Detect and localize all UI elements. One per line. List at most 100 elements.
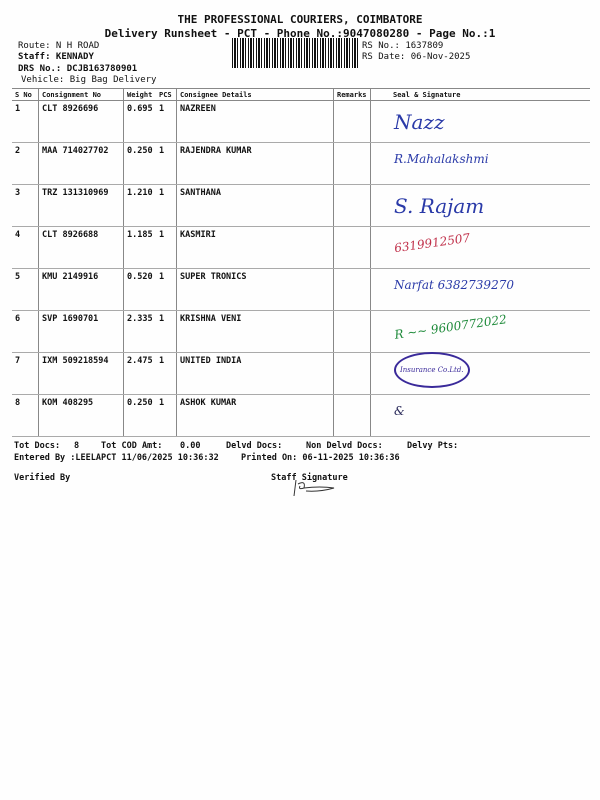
staff-signature: [293, 479, 335, 497]
consignee: NAZREEN: [176, 100, 334, 143]
table-row: 7 IXM 509218594 2.475 1 UNITED INDIA Insuranc…: [12, 352, 590, 395]
table-row: 3 TRZ 131310969 1.210 1 SANTHANA S. Rajam: [12, 184, 590, 227]
consignment-table: S No Consignment No Weight PCS Consignee…: [12, 88, 590, 437]
handwritten-signature: Narfat 6382739270: [394, 278, 514, 292]
tot-docs: 8: [74, 441, 80, 451]
weight: 0.250: [123, 394, 156, 437]
weight: 2.475: [123, 352, 156, 395]
weight: 2.335: [123, 310, 156, 353]
sno: 2: [12, 142, 39, 185]
remarks: [333, 352, 371, 395]
pcs: 1: [156, 142, 177, 185]
consignee: RAJENDRA KUMAR: [176, 142, 334, 185]
col-sno: S No: [12, 88, 39, 101]
seal-signature: S. Rajam: [370, 184, 590, 227]
remarks: [333, 184, 371, 227]
seal-signature: R.Mahalakshmi: [370, 142, 590, 185]
remarks: [333, 226, 371, 269]
handwritten-signature: S. Rajam: [394, 194, 485, 218]
pcs: 1: [156, 100, 177, 143]
weight: 0.250: [123, 142, 156, 185]
rs-no: RS No.: 1637809: [362, 41, 444, 51]
weight: 0.695: [123, 100, 156, 143]
consignment-no: SVP 1690701: [38, 310, 124, 353]
consignment-no: KMU 2149916: [38, 268, 124, 311]
handwritten-signature: &: [394, 404, 405, 418]
consignee: SANTHANA: [176, 184, 334, 227]
col-seal-signature: Seal & Signature: [370, 88, 590, 101]
table-row: 1 CLT 8926696 0.695 1 NAZREEN Nazz: [12, 100, 590, 143]
non-delvd-docs: Non Delvd Docs:: [306, 441, 383, 451]
remarks: [333, 100, 371, 143]
handwritten-signature: R ~~ 9600772022: [393, 312, 508, 342]
col-consignee: Consignee Details: [176, 88, 334, 101]
consignment-no: CLT 8926688: [38, 226, 124, 269]
handwritten-signature: 6319912507: [393, 230, 471, 256]
sno: 8: [12, 394, 39, 437]
sno: 1: [12, 100, 39, 143]
pcs: 1: [156, 352, 177, 395]
tot-docs-label: Tot Docs:: [14, 441, 61, 451]
remarks: [333, 394, 371, 437]
delvy-pts: Delvy Pts:: [407, 441, 459, 451]
consignee: KRISHNA VENI: [176, 310, 334, 353]
consignee: ASHOK KUMAR: [176, 394, 334, 437]
remarks: [333, 268, 371, 311]
seal-signature: Narfat 6382739270: [370, 268, 590, 311]
col-pcs: PCS: [156, 88, 177, 101]
table-row: 8 KOM 408295 0.250 1 ASHOK KUMAR &: [12, 394, 590, 437]
vehicle: Vehicle: Big Bag Delivery: [21, 75, 157, 85]
consignment-no: IXM 509218594: [38, 352, 124, 395]
sno: 7: [12, 352, 39, 395]
consignment-no: TRZ 131310969: [38, 184, 124, 227]
weight: 0.520: [123, 268, 156, 311]
col-weight: Weight: [123, 88, 156, 101]
consignee: KASMIRI: [176, 226, 334, 269]
rs-date: RS Date: 06-Nov-2025: [362, 52, 471, 62]
weight: 1.210: [123, 184, 156, 227]
pcs: 1: [156, 394, 177, 437]
runsheet-title: Delivery Runsheet - PCT - Phone No.:9047…: [104, 27, 496, 40]
seal-signature: Insurance Co.Ltd.: [370, 352, 590, 395]
handwritten-signature: Insurance Co.Ltd.: [394, 352, 470, 388]
drs-no: DRS No.: DCJB163780901: [18, 64, 138, 74]
consignee: UNITED INDIA: [176, 352, 334, 395]
sno: 4: [12, 226, 39, 269]
staff-signature-label: Staff Signature: [271, 473, 348, 483]
consignment-no: CLT 8926696: [38, 100, 124, 143]
handwritten-signature: R.Mahalakshmi: [394, 152, 489, 166]
sno: 5: [12, 268, 39, 311]
remarks: [333, 310, 371, 353]
pcs: 1: [156, 226, 177, 269]
pcs: 1: [156, 268, 177, 311]
table-row: 4 CLT 8926688 1.185 1 KASMIRI 6319912507: [12, 226, 590, 269]
consignment-no: KOM 408295: [38, 394, 124, 437]
barcode: [232, 38, 360, 68]
route: Route: N H ROAD: [18, 41, 100, 51]
printed-on: Printed On: 06-11-2025 10:36:36: [241, 453, 400, 463]
cod-label: Tot COD Amt:: [101, 441, 163, 451]
verified-by: Verified By: [14, 473, 71, 483]
seal-signature: Nazz: [370, 100, 590, 143]
table-row: 5 KMU 2149916 0.520 1 SUPER TRONICS Narfat 63…: [12, 268, 590, 311]
weight: 1.185: [123, 226, 156, 269]
cod-amount: 0.00: [180, 441, 201, 451]
staff: Staff: KENNADY: [18, 52, 94, 62]
pcs: 1: [156, 184, 177, 227]
col-remarks: Remarks: [333, 88, 371, 101]
seal-signature: R ~~ 9600772022: [370, 310, 590, 353]
entered-by: Entered By :LEELAPCT 11/06/2025 10:36:32: [14, 453, 219, 463]
consignment-no: MAA 714027702: [38, 142, 124, 185]
table-row: 6 SVP 1690701 2.335 1 KRISHNA VENI R ~~ 96007…: [12, 310, 590, 353]
handwritten-signature: Nazz: [394, 110, 445, 134]
delvd-docs: Delvd Docs:: [226, 441, 283, 451]
pcs: 1: [156, 310, 177, 353]
seal-signature: 6319912507: [370, 226, 590, 269]
table-row: 2 MAA 714027702 0.250 1 RAJENDRA KUMAR R.Maha…: [12, 142, 590, 185]
consignee: SUPER TRONICS: [176, 268, 334, 311]
col-consignment: Consignment No: [38, 88, 124, 101]
seal-signature: &: [370, 394, 590, 437]
sno: 6: [12, 310, 39, 353]
remarks: [333, 142, 371, 185]
